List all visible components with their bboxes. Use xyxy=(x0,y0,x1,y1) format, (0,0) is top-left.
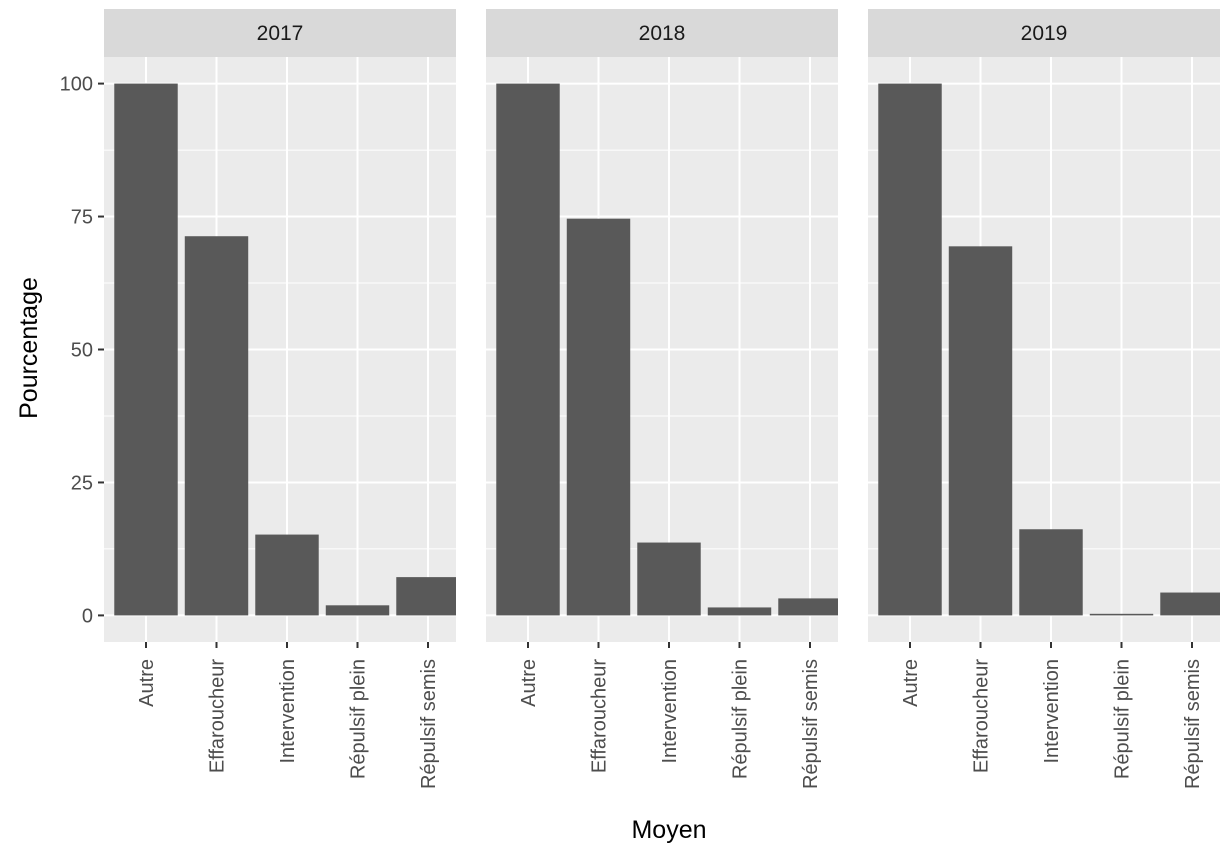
bar-r-pulsif-plein xyxy=(707,607,772,616)
facet-strip-label: 2018 xyxy=(639,22,686,45)
y-tick-label: 50 xyxy=(71,340,93,362)
x-tick-label: Répulsif plein xyxy=(730,659,752,779)
x-tick-label: Autre xyxy=(900,659,922,707)
x-tick-label: Répulsif semis xyxy=(800,659,822,789)
bar-intervention xyxy=(637,542,701,616)
x-tick-label: Effaroucheur xyxy=(207,659,229,773)
facet-strip xyxy=(104,9,456,57)
x-tick-label: Intervention xyxy=(277,659,299,764)
x-tick-label: Répulsif semis xyxy=(1182,659,1204,789)
x-tick-label: Intervention xyxy=(1041,659,1063,764)
facet-strip xyxy=(486,9,838,57)
bar-autre xyxy=(878,83,942,616)
x-tick-label: Effaroucheur xyxy=(589,659,611,773)
bar-effaroucheur xyxy=(948,246,1013,616)
facet-strip xyxy=(868,9,1220,57)
facet-strip-label: 2017 xyxy=(257,22,304,45)
x-tick-label: Répulsif plein xyxy=(1112,659,1134,779)
facet-panel-2018: 2018 Autre Effaroucheur Intervention Répulsi… xyxy=(486,9,838,789)
bar-r-pulsif-semis xyxy=(396,577,456,616)
bar-intervention xyxy=(255,534,319,616)
facet-panel-2019: 2019 Autre Effaroucheur Intervention Répulsi… xyxy=(868,9,1220,789)
bars xyxy=(878,83,1220,616)
bar-intervention xyxy=(1019,529,1083,616)
bar-r-pulsif-plein xyxy=(1089,613,1154,616)
x-tick-label: Autre xyxy=(518,659,540,707)
facet-panels: 2017 Autre Effaroucheur Intervention Répulsi… xyxy=(60,9,1220,789)
bar-effaroucheur xyxy=(566,218,631,616)
bar-r-pulsif-semis xyxy=(778,598,838,616)
bar-effaroucheur xyxy=(184,236,249,616)
x-tick-label: Effaroucheur xyxy=(971,659,993,773)
bar-r-pulsif-plein xyxy=(325,605,390,616)
bar-autre xyxy=(114,83,178,616)
bar-autre xyxy=(496,83,560,616)
y-axis-title: Pourcentage xyxy=(15,277,43,419)
y-tick-label: 100 xyxy=(60,74,93,96)
facet-panel-2017: 2017 Autre Effaroucheur Intervention Répulsi… xyxy=(104,9,456,789)
bars xyxy=(114,83,456,616)
x-tick-label: Intervention xyxy=(659,659,681,764)
x-tick-label: Répulsif semis xyxy=(418,659,440,789)
x-tick-label: Répulsif plein xyxy=(348,659,370,779)
y-tick-label: 0 xyxy=(82,605,93,627)
y-tick-label: 25 xyxy=(71,472,93,494)
y-axis: 0 25 50 75 100 xyxy=(60,74,104,627)
x-axis-title: Moyen xyxy=(631,816,706,844)
x-tick-label: Autre xyxy=(136,659,158,707)
bars xyxy=(496,83,838,616)
bar-r-pulsif-semis xyxy=(1160,592,1220,616)
y-tick-label: 75 xyxy=(71,207,93,229)
facet-strip-label: 2019 xyxy=(1021,22,1068,45)
